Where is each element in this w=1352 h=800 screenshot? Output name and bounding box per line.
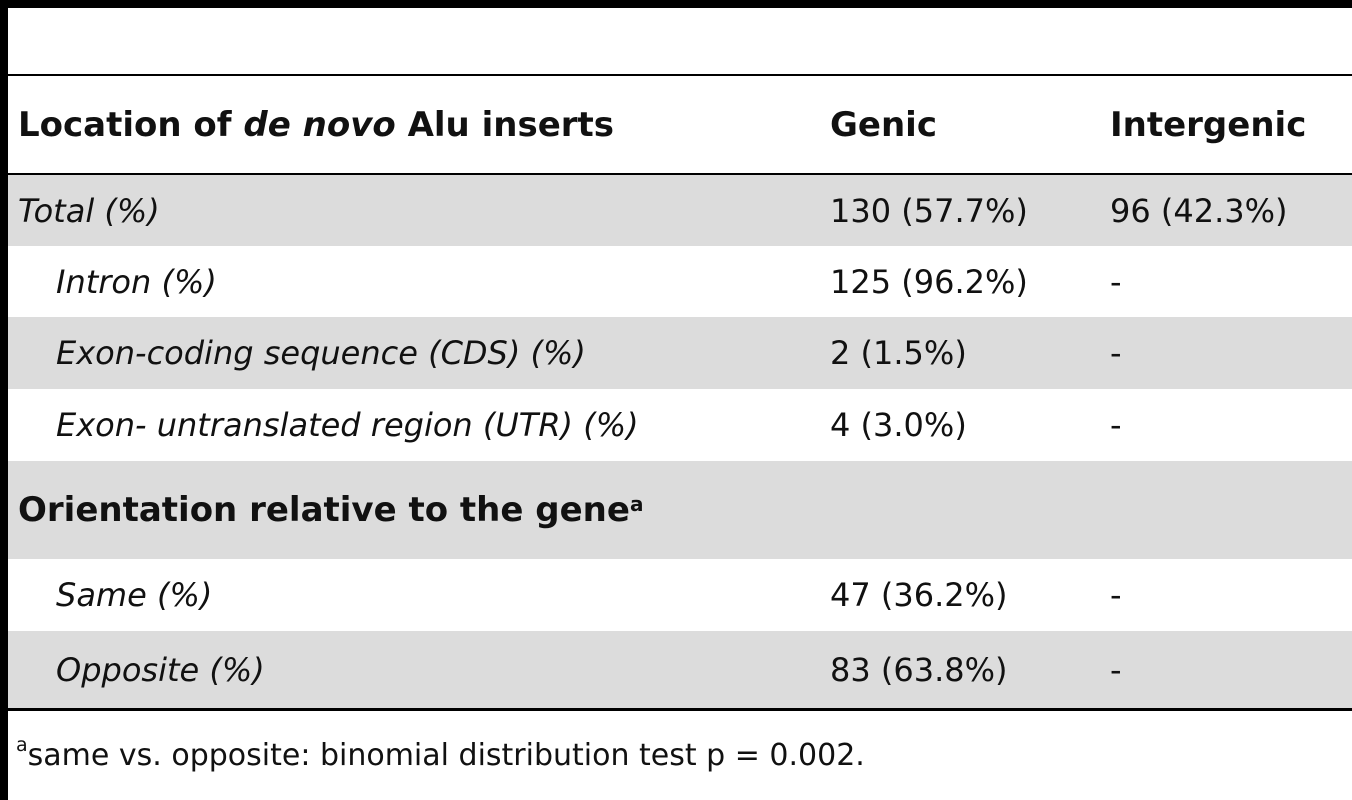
section-label-text: Orientation relative to the gene xyxy=(18,490,630,530)
header-location-pre: Location of xyxy=(18,105,244,145)
row-label: Total (%) xyxy=(18,191,160,230)
header-location-post: Alu inserts xyxy=(395,105,615,145)
row-intergenic: - xyxy=(1110,262,1122,301)
row-genic: 47 (36.2%) xyxy=(830,576,1008,614)
table-row: Same (%) 47 (36.2%) - xyxy=(8,559,1352,631)
header-location-italic: de novo xyxy=(243,105,396,145)
table-header: Location of de novo Alu inserts Genic In… xyxy=(8,76,1352,174)
header-location: Location of de novo Alu inserts xyxy=(18,76,614,174)
footnote-text: same vs. opposite: binomial distribution… xyxy=(27,738,865,773)
row-genic: 125 (96.2%) xyxy=(830,262,1028,301)
left-border xyxy=(0,0,8,800)
row-intergenic: - xyxy=(1110,334,1122,372)
row-label: Intron (%) xyxy=(56,262,217,301)
table-row: Intron (%) 125 (96.2%) - xyxy=(8,246,1352,317)
top-border xyxy=(0,0,1352,8)
section-footnote-marker: a xyxy=(629,492,644,516)
row-label: Same (%) xyxy=(56,576,213,614)
section-row: Orientation relative to the gene a xyxy=(8,461,1352,559)
table-row: Exon- untranslated region (UTR) (%) 4 (3… xyxy=(8,389,1352,461)
row-intergenic: - xyxy=(1110,576,1122,614)
row-genic: 2 (1.5%) xyxy=(830,334,967,372)
table-row: Opposite (%) 83 (63.8%) - xyxy=(8,631,1352,708)
row-genic: 83 (63.8%) xyxy=(830,650,1008,689)
row-label: Exon-coding sequence (CDS) (%) xyxy=(56,334,586,372)
row-intergenic: - xyxy=(1110,406,1122,444)
table-row: Total (%) 130 (57.7%) 96 (42.3%) xyxy=(8,175,1352,246)
row-intergenic: 96 (42.3%) xyxy=(1110,191,1288,230)
header-top-rule xyxy=(8,74,1352,76)
header-intergenic: Intergenic xyxy=(1110,105,1307,145)
row-genic: 4 (3.0%) xyxy=(830,406,967,444)
header-genic: Genic xyxy=(830,105,937,145)
row-label: Exon- untranslated region (UTR) (%) xyxy=(56,406,639,444)
header-bottom-rule xyxy=(8,173,1352,175)
row-genic: 130 (57.7%) xyxy=(830,191,1028,230)
row-label: Opposite (%) xyxy=(56,650,265,689)
table-bottom-rule xyxy=(8,708,1352,711)
row-intergenic: - xyxy=(1110,650,1122,689)
table-footnote: asame vs. opposite: binomial distributio… xyxy=(16,734,865,773)
section-label: Orientation relative to the gene a xyxy=(18,461,643,559)
table-row: Exon-coding sequence (CDS) (%) 2 (1.5%) … xyxy=(8,317,1352,389)
footnote-marker: a xyxy=(16,734,28,756)
